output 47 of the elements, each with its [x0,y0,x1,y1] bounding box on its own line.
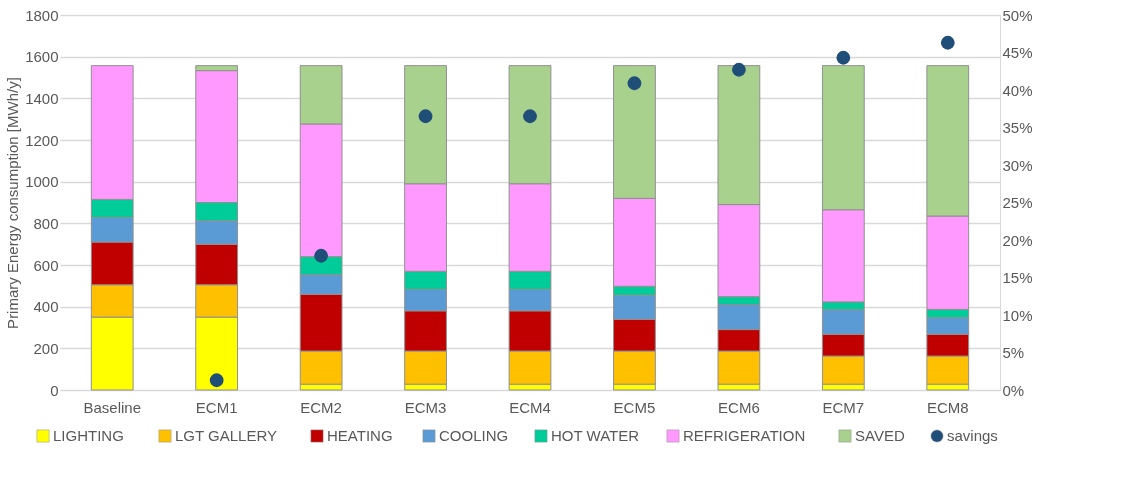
point [836,50,851,65]
x-tick-label: ECM2 [300,398,342,416]
y2-tick-label: 35% [1002,119,1033,136]
x-tick-label: ECM1 [195,398,238,416]
y-tick-label: 0 [50,381,59,399]
x-tick-label: ECM5 [613,398,656,416]
y-tick-label: 1400 [25,89,59,107]
y-tick-label: 1600 [25,48,59,66]
y2-tick-label: 25% [1002,194,1033,211]
x-tick-label: ECM4 [509,398,551,416]
y2-tick-label: 30% [1002,156,1033,174]
y2-tick-label: 10% [1002,306,1033,324]
y-tick-label: 1200 [25,131,59,149]
point [940,35,955,50]
y2-tick-label: 0% [1002,381,1025,399]
legend-label: savings [947,427,998,444]
legend-label: COOLING [439,427,509,444]
x-tick-label: ECM3 [404,398,447,416]
point [314,248,328,263]
point [418,109,433,124]
y2-tick-label: 20% [1002,231,1033,249]
point [523,109,537,124]
y-tick-label: 1000 [25,173,59,191]
x-tick-label: ECM8 [926,398,969,416]
y-tick-label: 400 [33,298,59,316]
y2-tick-label: 50% [1002,6,1033,24]
y2-tick-label: 5% [1002,344,1025,361]
y-tick-label: 200 [33,339,59,357]
legend-label: HEATING [327,427,393,444]
point [209,373,224,388]
x-tick-label: ECM6 [718,398,760,416]
point [627,76,642,91]
legend-label: HOT WATER [551,427,640,444]
y-axis-title: Primary Energy consumption [MWh/y] [4,77,22,329]
y2-tick-label: 15% [1002,269,1033,286]
x-tick-label: Baseline [83,398,141,416]
legend-label: LGT GALLERY [175,427,277,444]
legend-label: SAVED [855,427,905,444]
x-tick-label: ECM7 [822,398,865,416]
y2-tick-label: 45% [1002,44,1033,61]
point [732,62,746,77]
y-tick-label: 600 [33,256,59,274]
y-tick-label: 1800 [25,6,59,24]
y2-tick-label: 40% [1002,81,1033,99]
y-tick-label: 800 [33,214,59,232]
legend-label: LIGHTING [53,427,124,444]
legend-label: REFRIGERATION [683,427,806,444]
